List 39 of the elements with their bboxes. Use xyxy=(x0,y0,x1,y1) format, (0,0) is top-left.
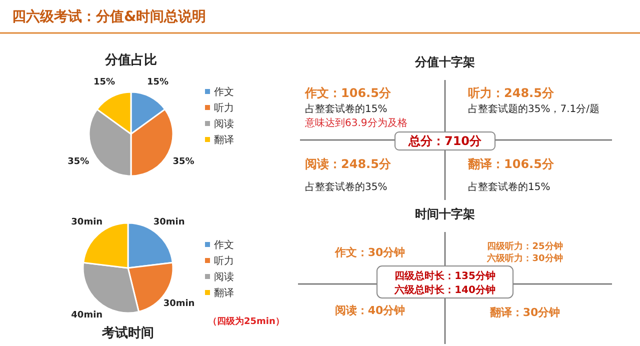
text: 作文：30分钟 xyxy=(334,246,406,259)
text: 听力：248.5分 xyxy=(468,86,555,100)
text: 占整套试题的35%，7.1分/题 xyxy=(468,103,600,115)
data-label: 35% xyxy=(172,156,194,167)
text: 占整套试卷的15% xyxy=(468,181,550,193)
legend-label: 听力 xyxy=(214,255,234,267)
legend-label: 听力 xyxy=(214,102,234,114)
text: 分值十字架 xyxy=(414,55,475,69)
text: 阅读：248.5分 xyxy=(305,157,392,171)
text: 四级总时长：135分钟 xyxy=(394,270,496,282)
legend-label: 阅读 xyxy=(214,271,234,283)
text: 作文：106.5分 xyxy=(304,86,392,100)
text: 总分：710分 xyxy=(407,134,483,148)
text: 占整套试卷的15% xyxy=(305,103,388,115)
data-label: 35% xyxy=(68,156,90,167)
chart-title: 分值占比 xyxy=(104,53,157,68)
data-label: 15% xyxy=(147,77,169,88)
text: 占整套试卷的35% xyxy=(305,181,388,193)
data-label: 40min xyxy=(71,310,103,320)
data-label: 15% xyxy=(93,77,115,88)
text: 六级总时长：140分钟 xyxy=(394,284,496,296)
text: （四级为25min） xyxy=(208,316,284,327)
text: 阅读：40分钟 xyxy=(334,304,406,317)
legend-label: 作文 xyxy=(213,86,234,98)
text: 翻译：106.5分 xyxy=(467,157,555,171)
legend-label: 翻译 xyxy=(214,287,234,299)
text: 考试时间 xyxy=(101,325,154,341)
data-label: 30min xyxy=(71,218,103,228)
text: 四级听力：25分钟 xyxy=(487,241,563,252)
legend-label: 翻译 xyxy=(214,134,234,146)
legend-label: 作文 xyxy=(213,239,234,251)
text: 时间十字架 xyxy=(415,207,475,221)
data-label: 30min xyxy=(153,218,185,228)
legend-label: 阅读 xyxy=(214,118,234,130)
text: 翻译：30分钟 xyxy=(488,306,560,319)
text: 六级听力：30分钟 xyxy=(486,253,563,264)
text: 意味达到63.9分为及格 xyxy=(304,117,408,129)
data-label: 30min xyxy=(163,299,195,310)
text: 四六级考试：分值&时间总说明 xyxy=(12,8,206,25)
